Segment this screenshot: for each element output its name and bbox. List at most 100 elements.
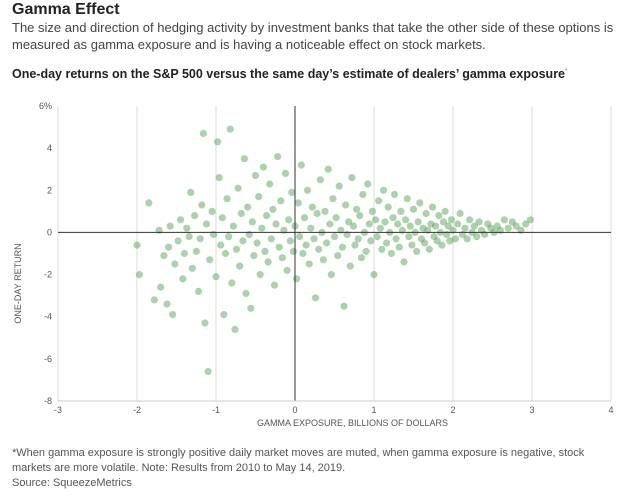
data-point (372, 216, 380, 224)
data-point (435, 212, 443, 220)
data-point (269, 205, 277, 213)
data-point (335, 182, 343, 190)
data-point (220, 311, 228, 319)
y-tick-label: 0 (47, 227, 52, 237)
data-point (383, 239, 391, 247)
data-point (409, 205, 418, 213)
data-point (500, 216, 508, 224)
data-point (267, 235, 275, 243)
data-point (299, 249, 307, 258)
axes (58, 106, 611, 402)
data-point (218, 214, 226, 222)
data-point (439, 218, 448, 226)
data-point (414, 218, 422, 226)
data-point (487, 224, 495, 232)
data-point (304, 186, 312, 194)
data-point (283, 266, 291, 274)
x-tick-label: 3 (529, 405, 534, 415)
data-point (345, 218, 353, 226)
data-point (240, 155, 248, 163)
data-point (258, 224, 266, 232)
data-point (255, 193, 263, 201)
data-point (430, 233, 438, 241)
data-point (242, 289, 250, 298)
data-point (135, 271, 143, 279)
data-point (239, 237, 247, 245)
data-point (201, 319, 209, 327)
data-point (231, 325, 239, 333)
data-point (305, 260, 313, 268)
data-point (278, 254, 286, 262)
data-point (451, 235, 459, 243)
data-point (466, 216, 474, 224)
data-point (316, 176, 324, 184)
data-point (192, 247, 200, 255)
data-point (419, 224, 427, 232)
data-point (187, 188, 195, 196)
data-point (367, 237, 375, 245)
data-point (275, 243, 283, 251)
data-point (405, 233, 413, 241)
data-point (259, 163, 267, 171)
data-point (215, 174, 223, 182)
data-point (286, 237, 294, 245)
data-points (133, 125, 535, 376)
x-tick-label: -3 (54, 405, 62, 415)
data-point (228, 279, 236, 287)
data-point (321, 207, 329, 215)
data-point (384, 203, 392, 211)
data-point (329, 195, 337, 203)
data-point (417, 235, 425, 243)
data-point (357, 254, 365, 262)
data-point (334, 252, 342, 260)
data-point (293, 275, 301, 283)
data-point (261, 247, 269, 255)
figure-title: Gamma Effect (12, 1, 120, 18)
data-point (236, 262, 244, 270)
source-note: Source: SqueezeMetrics (12, 477, 132, 489)
y-tick-label: 2 (47, 185, 52, 195)
data-point (166, 222, 174, 230)
data-point (234, 184, 242, 192)
data-point (425, 245, 433, 253)
data-point (323, 239, 331, 247)
data-point (253, 239, 261, 247)
data-point (433, 237, 441, 245)
y-tick-label: 6% (39, 101, 52, 111)
chart-title-text: One-day returns on the S&P 500 versus th… (12, 67, 566, 81)
data-point (522, 220, 530, 228)
data-point (512, 222, 520, 230)
data-point (315, 245, 323, 253)
data-point (150, 296, 158, 304)
data-point (319, 256, 327, 264)
data-point (263, 212, 271, 220)
data-point (342, 201, 350, 209)
data-point (247, 304, 255, 312)
data-point (174, 237, 182, 245)
y-tick-label: -2 (44, 270, 52, 280)
data-point (400, 258, 408, 266)
x-tick-label: 1 (371, 405, 376, 415)
data-point (504, 224, 512, 232)
data-point (183, 224, 191, 232)
data-point (160, 252, 168, 260)
data-point (351, 241, 359, 249)
data-point (456, 209, 464, 218)
data-point (198, 201, 206, 209)
data-point (397, 207, 405, 215)
data-point (277, 197, 285, 205)
data-point (289, 247, 297, 255)
data-point (165, 243, 173, 251)
data-point (274, 153, 282, 161)
data-point (311, 294, 320, 302)
scatter-plot: -3 -2 -1 0 1 2 3 4 6% 4 2 0 -2 -4 -6 -8 GAMMA EXPOSURE,… (13, 101, 614, 428)
data-point (378, 245, 386, 253)
data-point (214, 138, 222, 146)
data-point (438, 241, 446, 249)
data-point (349, 222, 358, 230)
data-point (208, 207, 216, 215)
data-point (444, 222, 452, 230)
data-point (256, 271, 264, 279)
x-tick-label: -2 (133, 405, 141, 415)
